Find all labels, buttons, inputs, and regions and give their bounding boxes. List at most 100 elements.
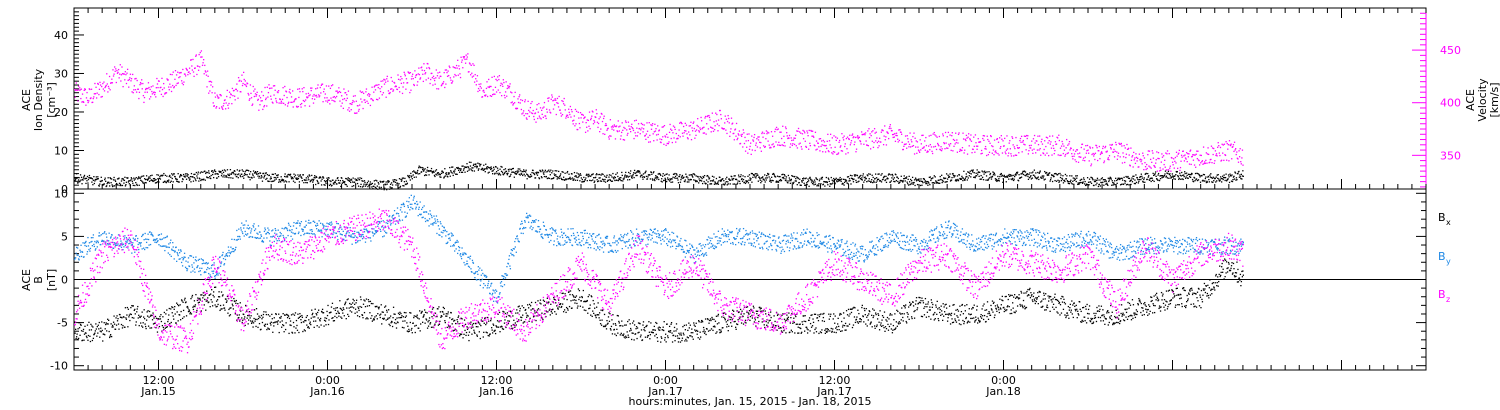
data-point [198, 301, 201, 303]
data-point [867, 175, 869, 177]
data-point [130, 313, 132, 316]
data-point [443, 176, 445, 178]
data-point [204, 179, 206, 181]
data-point [488, 166, 490, 169]
data-point [130, 179, 132, 181]
data-point [249, 320, 252, 322]
data-point [987, 178, 990, 180]
data-point [1238, 176, 1241, 178]
data-point [684, 180, 686, 183]
data-point [689, 125, 692, 127]
data-point [603, 115, 605, 117]
data-point [75, 336, 78, 338]
data-point [1169, 165, 1171, 167]
data-point [1212, 176, 1214, 178]
data-point [805, 145, 807, 148]
data-point [770, 181, 772, 183]
data-point [1215, 154, 1217, 157]
data-point [705, 182, 707, 185]
data-point [613, 124, 615, 126]
data-point [521, 99, 524, 102]
data-point [1168, 173, 1171, 176]
data-point [222, 171, 225, 174]
data-point [545, 175, 548, 178]
data-point [197, 297, 199, 299]
data-point [695, 175, 697, 177]
data-point [677, 182, 680, 184]
data-point [522, 112, 524, 114]
data-point [877, 173, 879, 175]
data-point [1182, 174, 1184, 177]
data-point [716, 113, 718, 116]
data-point [719, 109, 721, 112]
data-point [1152, 179, 1154, 181]
data-point [346, 185, 348, 187]
data-point [1120, 143, 1122, 145]
data-point [381, 94, 383, 96]
data-point [1162, 155, 1165, 157]
data-point [1095, 145, 1098, 147]
data-point [1201, 175, 1203, 177]
data-point [869, 148, 872, 150]
data-point [369, 104, 372, 107]
data-point [617, 175, 619, 178]
data-point [404, 73, 406, 75]
data-point [1051, 174, 1053, 177]
data-point [541, 109, 543, 112]
data-point [689, 178, 691, 181]
data-point [101, 95, 103, 98]
data-point [1114, 150, 1116, 153]
data-point [180, 175, 183, 177]
data-point [234, 99, 236, 101]
data-point [1021, 173, 1023, 175]
data-point [647, 176, 649, 178]
data-point [713, 128, 716, 131]
data-point [561, 100, 563, 102]
data-point [844, 143, 846, 145]
data-point [832, 153, 834, 155]
data-point [113, 73, 115, 75]
top-panel-series [74, 50, 1245, 191]
data-point [542, 170, 544, 172]
data-point [949, 134, 951, 136]
data-point [857, 181, 859, 183]
data-point [253, 95, 256, 98]
data-point [330, 180, 332, 183]
data-point [458, 68, 461, 70]
data-point [794, 180, 796, 182]
data-point [414, 70, 416, 72]
data-point [211, 301, 213, 303]
data-point [748, 174, 751, 176]
data-point [1096, 147, 1098, 149]
data-point [1027, 178, 1030, 180]
data-point [1199, 176, 1201, 178]
data-point [735, 122, 738, 125]
data-point [917, 149, 920, 151]
data-point [102, 340, 104, 342]
data-point [577, 128, 579, 131]
data-point [920, 149, 922, 151]
data-point [1093, 155, 1095, 157]
data-point [75, 173, 78, 175]
data-point [601, 113, 603, 115]
data-point [486, 95, 489, 98]
data-point [866, 174, 868, 176]
data-point [519, 174, 521, 176]
data-point [789, 146, 791, 148]
data-point [808, 129, 810, 132]
data-point [357, 110, 360, 112]
data-point [533, 173, 536, 176]
data-point [310, 87, 312, 89]
data-point [1210, 176, 1212, 179]
data-point [998, 178, 1000, 180]
data-point [1058, 134, 1060, 136]
data-point [1104, 180, 1106, 183]
data-point [848, 178, 851, 180]
data-point [1158, 157, 1160, 160]
data-point [1019, 137, 1022, 140]
data-point [84, 88, 87, 91]
data-point [765, 130, 768, 132]
data-point [807, 180, 810, 182]
data-point [979, 141, 982, 143]
data-point [1204, 180, 1206, 182]
